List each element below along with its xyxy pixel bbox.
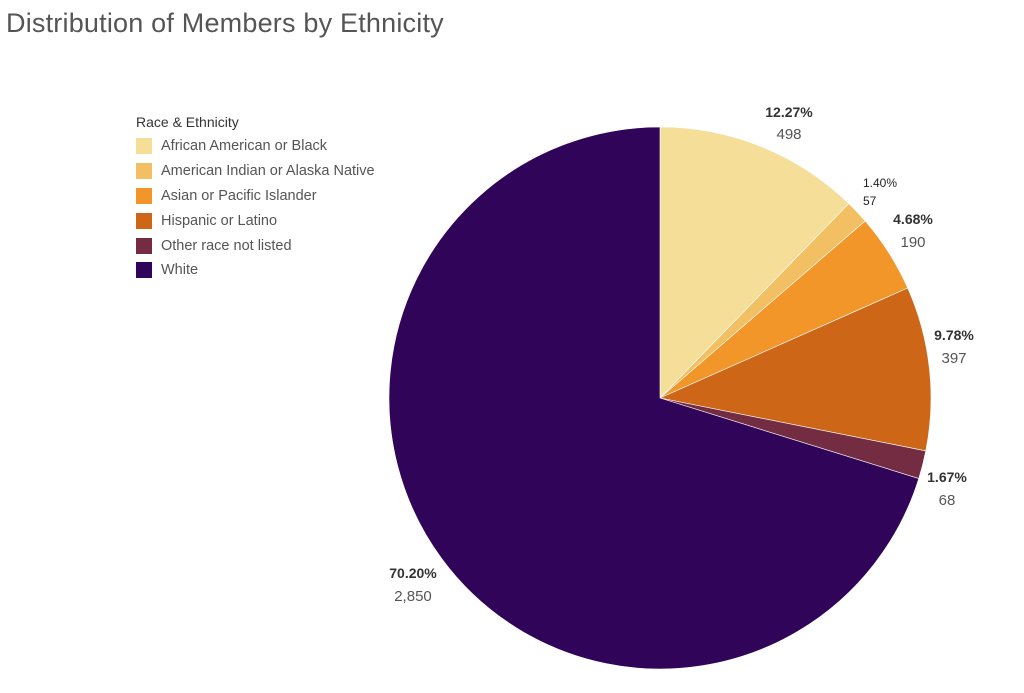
- slice-percent-label: 70.20%: [389, 565, 437, 581]
- pie-slice-white[interactable]: [388, 126, 920, 670]
- legend-title: Race & Ethnicity: [136, 114, 239, 130]
- slice-value-label: 68: [939, 492, 956, 509]
- legend: Race & Ethnicity African American or Bla…: [136, 114, 375, 283]
- legend-item-asian-pacific[interactable]: Asian or Pacific Islander: [136, 184, 375, 209]
- slice-percent-label: 9.78%: [934, 327, 974, 343]
- legend-swatch: [136, 212, 152, 229]
- legend-item-american-indian[interactable]: American Indian or Alaska Native: [136, 159, 375, 184]
- slice-percent-label: 4.68%: [893, 211, 933, 227]
- legend-label: Asian or Pacific Islander: [161, 187, 317, 204]
- legend-item-hispanic-latino[interactable]: Hispanic or Latino: [136, 208, 375, 233]
- slice-value-label: 57: [863, 194, 877, 208]
- legend-item-other-race[interactable]: Other race not listed: [136, 233, 375, 258]
- slice-percent-label: 1.40%: [863, 176, 897, 190]
- legend-swatch: [136, 237, 152, 254]
- slice-value-label: 190: [900, 234, 925, 251]
- legend-item-white[interactable]: White: [136, 258, 375, 283]
- pie-slice-hispanic-or-latino[interactable]: [659, 287, 932, 452]
- legend-label: American Indian or Alaska Native: [161, 163, 375, 180]
- slice-percent-label: 1.67%: [927, 469, 967, 485]
- legend-label: African American or Black: [161, 138, 328, 155]
- legend-label: White: [161, 262, 199, 279]
- pie-slices: [388, 126, 932, 670]
- legend-label: Other race not listed: [161, 237, 292, 254]
- legend-item-african-american[interactable]: African American or Black: [136, 134, 375, 159]
- slice-value-label: 2,850: [394, 588, 432, 605]
- chart-title: Distribution of Members by Ethnicity: [6, 8, 444, 38]
- pie-labels: 12.27% 498 1.40% 57 4.68% 190 9.78% 397 …: [389, 104, 974, 605]
- legend-swatch: [136, 138, 152, 155]
- legend-label: Hispanic or Latino: [161, 212, 278, 229]
- legend-swatch: [136, 163, 152, 180]
- legend-swatch: [136, 262, 152, 279]
- slice-percent-label: 12.27%: [765, 104, 813, 120]
- legend-swatch: [136, 187, 152, 204]
- slice-value-label: 397: [941, 350, 966, 367]
- pie-slice-african-american-or-black[interactable]: [659, 126, 850, 399]
- slice-value-label: 498: [776, 126, 801, 143]
